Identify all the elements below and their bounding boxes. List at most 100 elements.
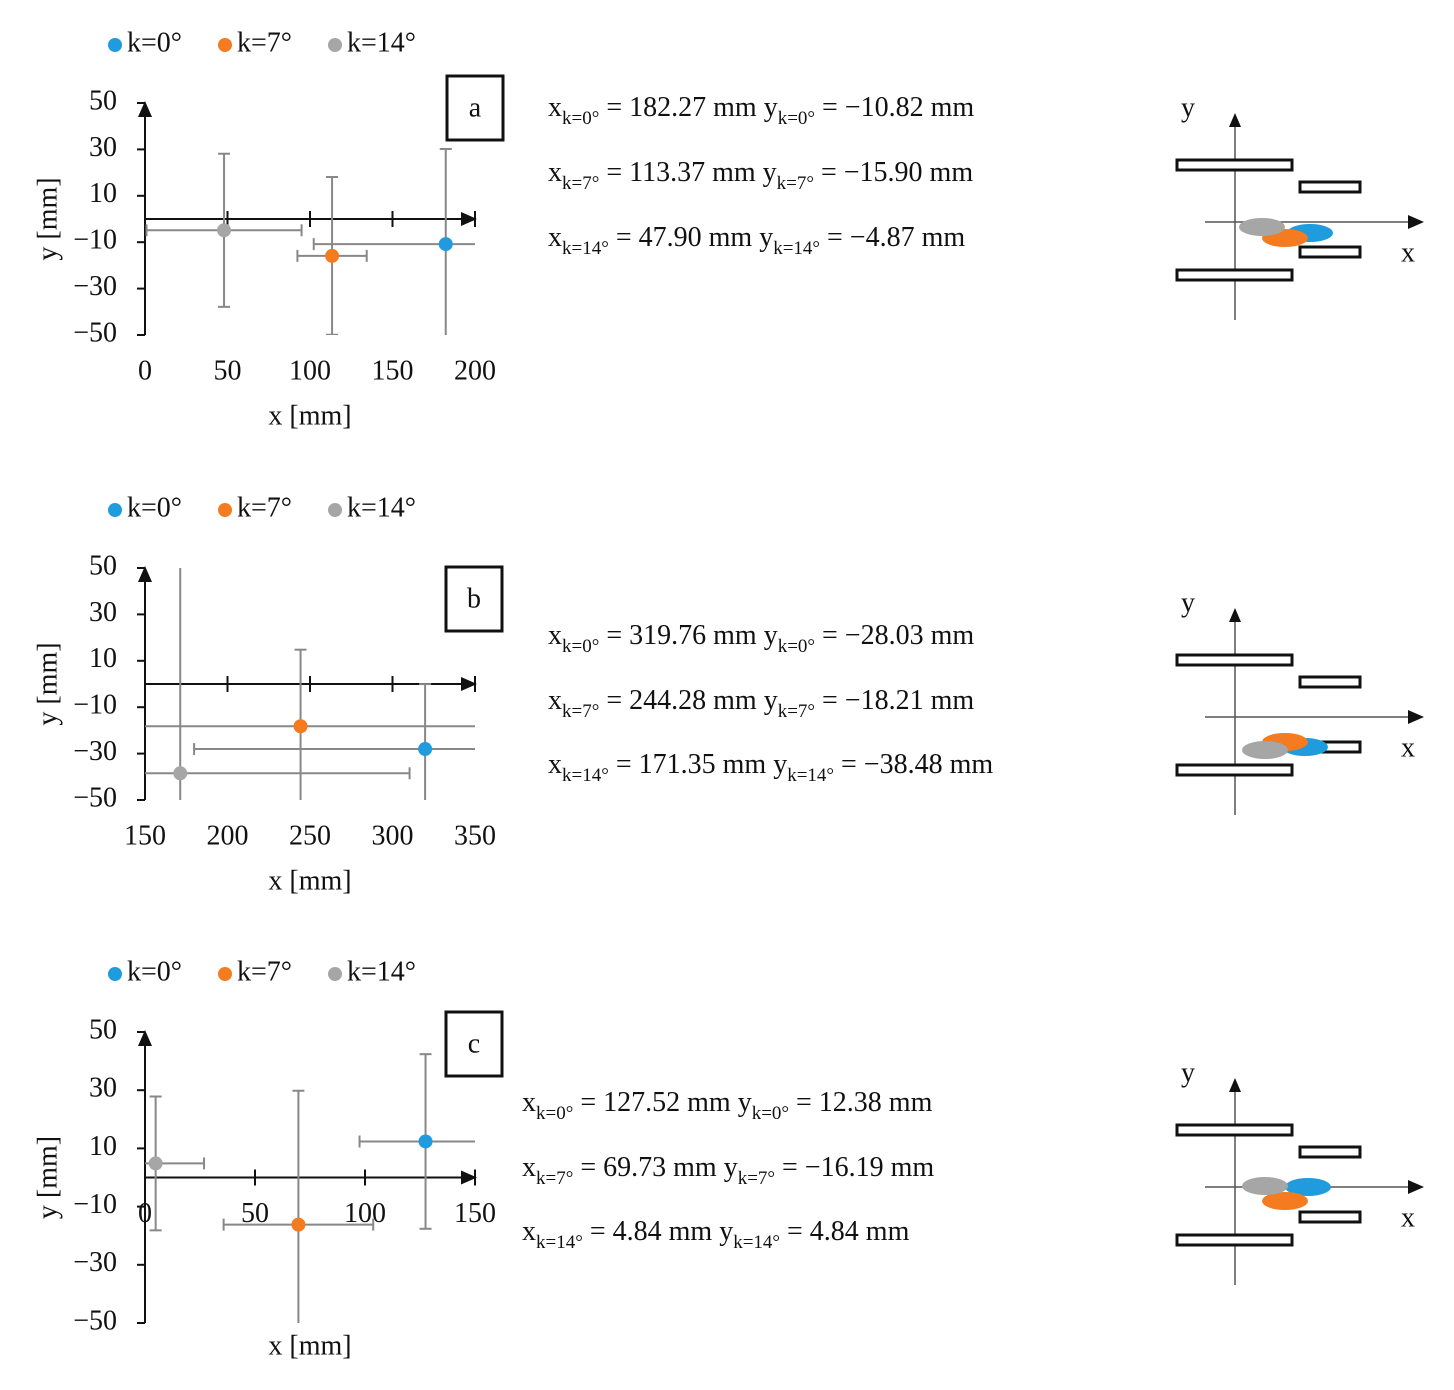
y-tick-label: −30 [73, 736, 117, 767]
y-tick-label: 50 [89, 1014, 117, 1045]
diagram-bar [1298, 245, 1362, 259]
eq-var: y [764, 685, 778, 716]
eq-var: x [522, 1152, 536, 1183]
diagram-label: x [1401, 732, 1415, 763]
eq-var: y [763, 157, 777, 188]
data-point [293, 719, 308, 734]
panel: k=0° k=7° k=14° −50 −30 −10 10 30 50 150 200 250 300… [32, 492, 1424, 896]
eq-var: x [548, 157, 562, 188]
legend-marker [328, 503, 342, 517]
eq-sub: k=7° [778, 701, 815, 722]
eq-rest: = 4.84 mm [583, 1216, 719, 1247]
equation: xk=7° = 69.73 mm yk=7° = −16.19 mm [522, 1152, 934, 1189]
data-point [148, 1156, 163, 1171]
y-tick-label: 10 [89, 643, 117, 674]
x-tick-label: 200 [207, 820, 249, 851]
panel-label-box [444, 1010, 504, 1078]
legend-label: k=7° [237, 27, 292, 58]
diagram-label: y [1181, 1057, 1195, 1088]
panel: k=0° k=7° k=14° −50 −30 −10 10 30 50 0 50 100 150 200… [32, 27, 1424, 431]
legend-label: k=14° [347, 27, 416, 58]
y-tick-label: −10 [73, 690, 117, 721]
diagram-label: y [1181, 92, 1195, 123]
eq-rest: = −10.82 mm [815, 92, 974, 123]
legend-label: k=0° [127, 956, 182, 987]
panel-label: b [467, 583, 481, 614]
data-point [173, 766, 188, 781]
data-point [438, 237, 453, 252]
equation: xk=7° = 113.37 mm yk=7° = −15.90 mm [548, 157, 973, 194]
x-tick-label: 150 [454, 1198, 496, 1229]
x-axis-arrow [461, 212, 477, 226]
equation: xk=7° = 244.28 mm yk=7° = −18.21 mm [548, 685, 974, 722]
data-point [291, 1217, 306, 1232]
diagram-label: y [1181, 587, 1195, 618]
eq-var: y [759, 222, 773, 253]
diagram-y-arrow [1229, 608, 1241, 622]
y-axis-arrow [138, 1030, 152, 1046]
x-axis-arrow [461, 1170, 477, 1185]
eq-rest: = 171.35 mm [609, 749, 773, 780]
eq-rest: = 127.52 mm [573, 1087, 737, 1118]
eq-var: x [522, 1087, 536, 1118]
diagram-bar [1298, 1145, 1362, 1159]
diagram-bar [1175, 653, 1294, 667]
x-tick-label: 150 [124, 820, 166, 851]
legend-marker [218, 967, 232, 981]
eq-sub: k=7° [777, 173, 814, 194]
y-axis-arrow [138, 566, 152, 582]
x-axis-title: x [mm] [268, 865, 351, 896]
eq-rest: = −38.48 mm [834, 749, 993, 780]
panel-label: a [469, 92, 482, 123]
eq-sub: k=0° [562, 636, 599, 657]
x-tick-label: 350 [454, 820, 496, 851]
legend-label: k=7° [237, 492, 292, 523]
eq-sub: k=7° [536, 1168, 573, 1189]
x-tick-label: 100 [289, 355, 331, 386]
x-tick-label: 0 [138, 355, 152, 386]
eq-var: x [548, 92, 562, 123]
legend-marker [218, 503, 232, 517]
diagram-bar [1298, 675, 1362, 689]
eq-rest: = 69.73 mm [573, 1152, 723, 1183]
eq-sub: k=0° [562, 108, 599, 129]
diagram-ellipse [1242, 1177, 1288, 1195]
x-axis-title: x [mm] [268, 1330, 351, 1361]
equation: xk=0° = 127.52 mm yk=0° = 12.38 mm [522, 1087, 933, 1124]
equation: xk=0° = 319.76 mm yk=0° = −28.03 mm [548, 620, 974, 657]
diagram-bar [1175, 763, 1294, 777]
y-axis-arrow [138, 101, 152, 117]
panel-label-box [445, 74, 505, 142]
diagram-bar [1175, 1233, 1294, 1247]
y-axis-title: y [mm] [32, 177, 63, 260]
eq-var: y [738, 1087, 752, 1118]
eq-sub: k=7° [738, 1168, 775, 1189]
diagram-y-arrow [1229, 1078, 1241, 1092]
eq-var: y [719, 1216, 733, 1247]
eq-rest: = 319.76 mm [599, 620, 763, 651]
diagram-ellipse [1262, 1192, 1308, 1210]
plot-area [145, 147, 475, 335]
y-axis-title: y [mm] [32, 1136, 63, 1219]
eq-rest: = −4.87 mm [820, 222, 965, 253]
equation: xk=14° = 47.90 mm yk=14° = −4.87 mm [548, 222, 965, 259]
eq-var: y [764, 92, 778, 123]
eq-sub: k=14° [733, 1232, 780, 1253]
legend-label: k=0° [127, 492, 182, 523]
data-point [217, 223, 232, 238]
eq-sub: k=0° [778, 108, 815, 129]
plot-area [145, 1053, 475, 1323]
eq-var: y [724, 1152, 738, 1183]
eq-rest: = −28.03 mm [815, 620, 974, 651]
eq-var: x [548, 222, 562, 253]
panel-label-box [444, 565, 504, 633]
eq-var: x [548, 620, 562, 651]
legend-label: k=14° [347, 956, 416, 987]
eq-rest: = 4.84 mm [780, 1216, 910, 1247]
data-point [325, 248, 340, 263]
x-tick-label: 0 [138, 1198, 152, 1229]
eq-var: y [764, 620, 778, 651]
x-tick-label: 250 [289, 820, 331, 851]
eq-sub: k=7° [562, 173, 599, 194]
eq-var: x [548, 749, 562, 780]
